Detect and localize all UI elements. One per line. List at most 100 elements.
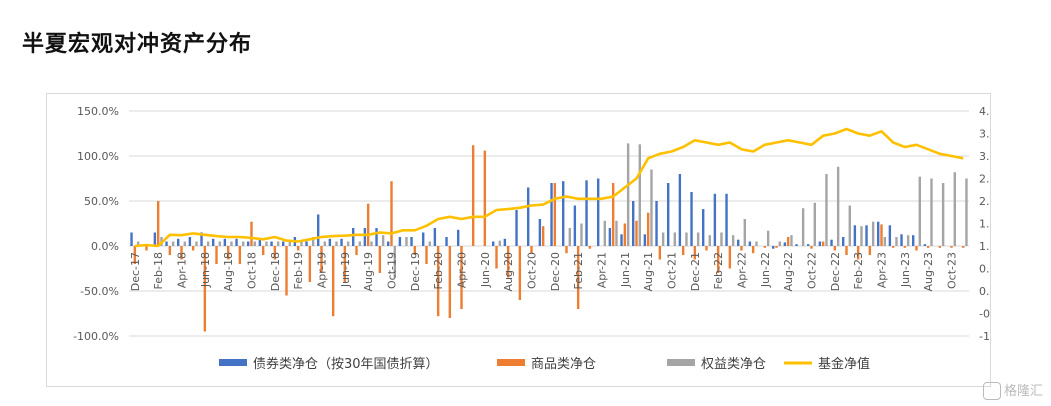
bar (335, 241, 338, 246)
bar (203, 246, 207, 332)
bar (786, 237, 790, 246)
bar (895, 237, 898, 246)
bar (877, 221, 880, 246)
y-right-tick-label: 3.500 (979, 128, 990, 141)
bar (615, 220, 618, 246)
bar (588, 246, 592, 249)
bar (696, 232, 700, 246)
bar (370, 241, 373, 246)
x-tick-label: Aug-18 (222, 252, 235, 291)
bar (585, 180, 588, 246)
bar (305, 241, 308, 246)
bar (880, 224, 883, 246)
bar (317, 214, 320, 246)
bar (381, 235, 385, 246)
bar (725, 193, 728, 246)
bar (825, 174, 828, 246)
watermark: 格隆汇 (982, 380, 1043, 400)
watermark-logo-icon (982, 382, 1001, 400)
bar (667, 183, 670, 246)
bar (678, 174, 682, 246)
bar (751, 246, 755, 254)
bar (422, 232, 425, 246)
bar (813, 202, 816, 246)
bar (250, 221, 253, 246)
bar (836, 166, 840, 246)
bar (363, 228, 367, 246)
bar (188, 237, 192, 246)
bar (720, 232, 723, 246)
bar (273, 246, 277, 260)
bar (635, 220, 638, 246)
bar (860, 226, 863, 246)
bar (912, 235, 915, 246)
bar (778, 241, 781, 246)
x-tick-label: Jun-21 (619, 252, 632, 288)
bar (253, 241, 256, 246)
bar (748, 241, 752, 246)
bar (346, 241, 350, 246)
watermark-text: 格隆汇 (1003, 383, 1043, 399)
bar (136, 241, 140, 246)
bar (743, 219, 746, 246)
y-right-tick-label: 0.500 (979, 263, 990, 276)
x-tick-label: Oct-23 (946, 252, 959, 289)
x-tick-label: Aug-20 (502, 252, 515, 291)
bar (553, 183, 557, 246)
bar (398, 237, 402, 246)
legend-swatch (667, 359, 695, 366)
bar (282, 241, 285, 246)
bar (323, 241, 326, 246)
bar (200, 232, 203, 246)
bar (848, 205, 851, 246)
bar (387, 241, 390, 246)
x-tick-label: Jun-19 (339, 252, 352, 288)
bar (300, 241, 303, 246)
bar (405, 237, 408, 246)
x-tick-label: Jun-23 (899, 252, 912, 288)
bar (230, 241, 233, 246)
x-tick-label: Apr-19 (316, 252, 329, 288)
bar (623, 223, 627, 246)
bar (518, 246, 522, 300)
bar (153, 232, 157, 246)
bar (428, 241, 431, 246)
bar (433, 228, 437, 246)
bar (626, 143, 630, 246)
bar (218, 241, 221, 246)
bar (133, 246, 137, 264)
y-right-tick-label: 2.500 (979, 173, 990, 186)
x-tick-label: Jun-18 (199, 252, 212, 288)
y-left-tick-label: -50.0% (80, 285, 119, 298)
bar (728, 246, 732, 269)
bar (856, 246, 860, 260)
x-tick-label: Feb-18 (152, 252, 165, 289)
bar (775, 246, 778, 248)
bar (425, 246, 428, 264)
x-tick-label: Dec-19 (409, 252, 422, 291)
bar (471, 145, 475, 246)
bar (961, 246, 965, 248)
bar (328, 238, 332, 246)
bar (288, 241, 291, 246)
bar (693, 246, 697, 260)
bar (903, 246, 907, 248)
y-right-tick-label: 0.000 (979, 285, 990, 298)
bar (171, 241, 175, 246)
bar (375, 228, 378, 246)
bar (580, 223, 583, 246)
x-tick-label: Jun-20 (479, 252, 492, 288)
bar (130, 232, 133, 246)
bar (541, 226, 545, 246)
bar (766, 230, 770, 246)
bar (340, 238, 343, 246)
bar (833, 246, 837, 251)
bar (498, 240, 501, 246)
y-right-tick-label: 4.000 (979, 105, 990, 118)
bar (713, 193, 717, 246)
bar (716, 246, 720, 273)
bar (235, 238, 238, 246)
y-right-tick-label: 1.000 (979, 240, 990, 253)
bar (550, 183, 553, 246)
bar (818, 241, 822, 246)
